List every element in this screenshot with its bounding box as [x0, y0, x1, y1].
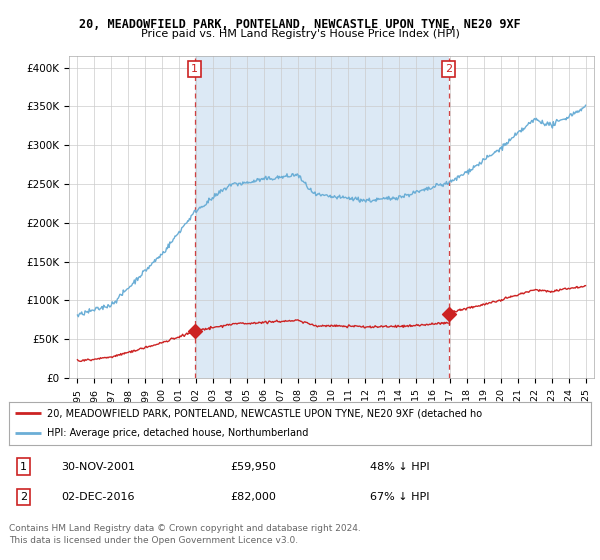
Text: HPI: Average price, detached house, Northumberland: HPI: Average price, detached house, Nort… — [47, 428, 308, 438]
Text: Price paid vs. HM Land Registry's House Price Index (HPI): Price paid vs. HM Land Registry's House … — [140, 29, 460, 39]
Text: 48% ↓ HPI: 48% ↓ HPI — [370, 461, 430, 472]
Point — [190, 327, 199, 336]
Point — [444, 310, 454, 319]
Text: 02-DEC-2016: 02-DEC-2016 — [61, 492, 135, 502]
Text: £82,000: £82,000 — [230, 492, 276, 502]
Text: 1: 1 — [191, 64, 198, 74]
Bar — [194, 56, 449, 378]
Text: This data is licensed under the Open Government Licence v3.0.: This data is licensed under the Open Gov… — [9, 536, 298, 545]
Text: Contains HM Land Registry data © Crown copyright and database right 2024.: Contains HM Land Registry data © Crown c… — [9, 524, 361, 533]
Text: 20, MEADOWFIELD PARK, PONTELAND, NEWCASTLE UPON TYNE, NE20 9XF (detached ho: 20, MEADOWFIELD PARK, PONTELAND, NEWCAST… — [47, 408, 482, 418]
Text: 67% ↓ HPI: 67% ↓ HPI — [370, 492, 430, 502]
Text: 20, MEADOWFIELD PARK, PONTELAND, NEWCASTLE UPON TYNE, NE20 9XF: 20, MEADOWFIELD PARK, PONTELAND, NEWCAST… — [79, 18, 521, 31]
Text: 30-NOV-2001: 30-NOV-2001 — [61, 461, 136, 472]
Text: 2: 2 — [445, 64, 452, 74]
Text: 2: 2 — [20, 492, 27, 502]
Text: £59,950: £59,950 — [230, 461, 276, 472]
Text: 1: 1 — [20, 461, 27, 472]
